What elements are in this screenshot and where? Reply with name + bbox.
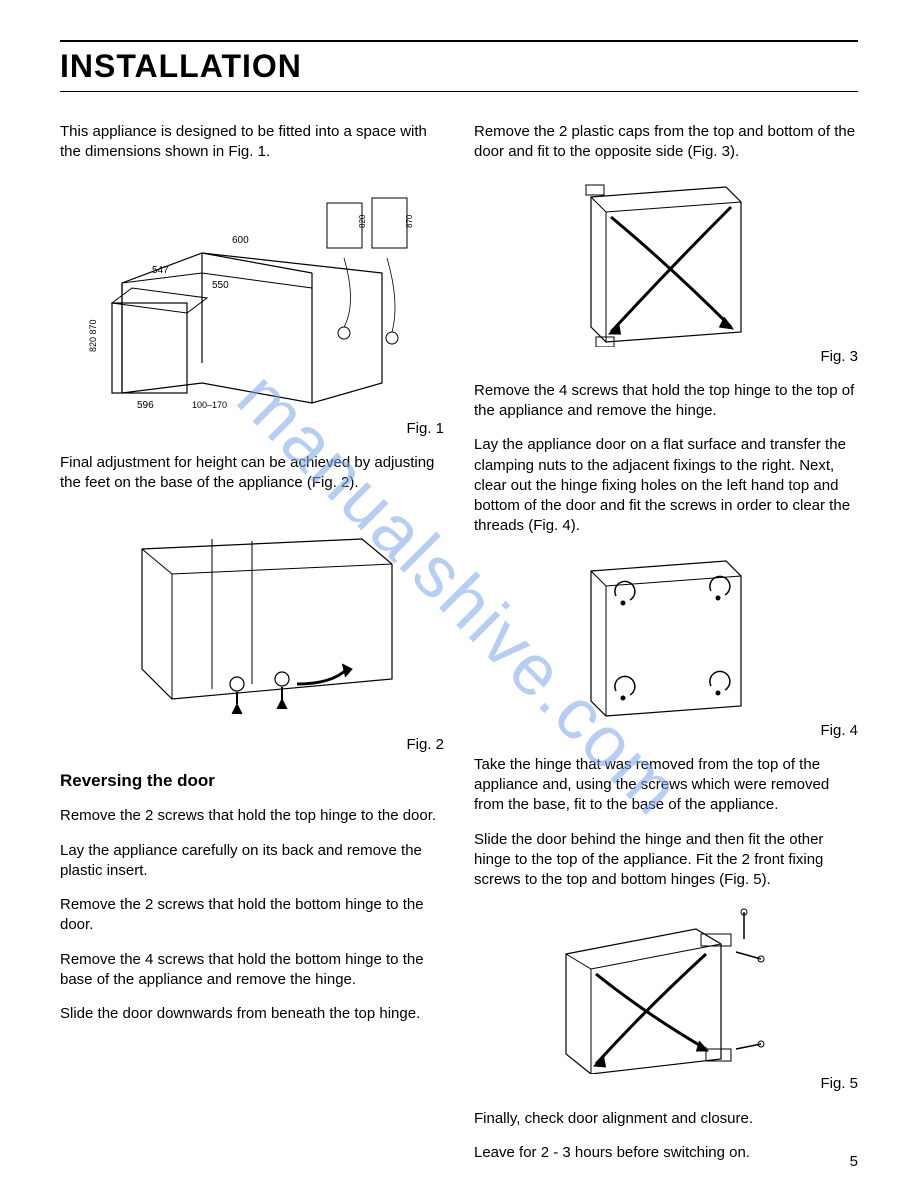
right-para-6: Finally, check door alignment and closur… xyxy=(474,1109,858,1129)
fig1-dim-547: 547 xyxy=(152,265,169,276)
figure-1: 600 547 550 820 870 596 100–170 820 870 xyxy=(60,183,444,413)
left-para-3: Remove the 2 screws that hold the top hi… xyxy=(60,806,444,826)
left-para-7: Slide the door downwards from beneath th… xyxy=(60,1004,444,1024)
fig1-dim-550: 550 xyxy=(212,280,229,291)
fig1-dim-820-870: 820 870 xyxy=(88,319,98,352)
title-rule-bottom xyxy=(60,91,858,92)
page-number: 5 xyxy=(850,1153,858,1170)
left-para-4: Lay the appliance carefully on its back … xyxy=(60,841,444,882)
right-para-7: Leave for 2 - 3 hours before switching o… xyxy=(474,1143,858,1163)
fig2-label: Fig. 2 xyxy=(60,735,444,755)
left-para-2: Final adjustment for height can be achie… xyxy=(60,453,444,494)
fig4-label: Fig. 4 xyxy=(474,721,858,741)
page-container: INSTALLATION This appliance is designed … xyxy=(60,40,858,1177)
left-para-1: This appliance is designed to be fitted … xyxy=(60,122,444,163)
page-title: INSTALLATION xyxy=(60,46,858,87)
fig1-dim-100-170: 100–170 xyxy=(192,400,227,410)
reversing-door-heading: Reversing the door xyxy=(60,770,444,793)
right-para-2: Remove the 4 screws that hold the top hi… xyxy=(474,381,858,422)
fig1-dim-596: 596 xyxy=(137,400,154,411)
figure-5-svg xyxy=(546,904,786,1074)
figure-3-svg xyxy=(561,177,771,347)
content-columns: This appliance is designed to be fitted … xyxy=(60,122,858,1177)
figure-4-svg xyxy=(561,551,771,721)
right-para-4: Take the hinge that was removed from the… xyxy=(474,755,858,816)
figure-5 xyxy=(474,904,858,1074)
fig3-label: Fig. 3 xyxy=(474,347,858,367)
figure-4 xyxy=(474,551,858,721)
figure-2 xyxy=(60,509,444,729)
figure-3 xyxy=(474,177,858,347)
title-rule-top xyxy=(60,40,858,42)
left-para-6: Remove the 4 screws that hold the bottom… xyxy=(60,950,444,991)
right-para-3: Lay the appliance door on a flat surface… xyxy=(474,435,858,536)
fig1-inset-820: 820 xyxy=(358,214,367,228)
figure-2-svg xyxy=(102,509,402,729)
left-para-5: Remove the 2 screws that hold the bottom… xyxy=(60,895,444,936)
fig1-inset-870: 870 xyxy=(405,214,414,228)
fig1-dim-600: 600 xyxy=(232,235,249,246)
left-column: This appliance is designed to be fitted … xyxy=(60,122,444,1177)
right-column: Remove the 2 plastic caps from the top a… xyxy=(474,122,858,1177)
fig1-label: Fig. 1 xyxy=(60,419,444,439)
figure-1-svg: 600 547 550 820 870 596 100–170 820 870 xyxy=(82,183,422,413)
fig5-label: Fig. 5 xyxy=(474,1074,858,1094)
right-para-1: Remove the 2 plastic caps from the top a… xyxy=(474,122,858,163)
right-para-5: Slide the door behind the hinge and then… xyxy=(474,830,858,891)
